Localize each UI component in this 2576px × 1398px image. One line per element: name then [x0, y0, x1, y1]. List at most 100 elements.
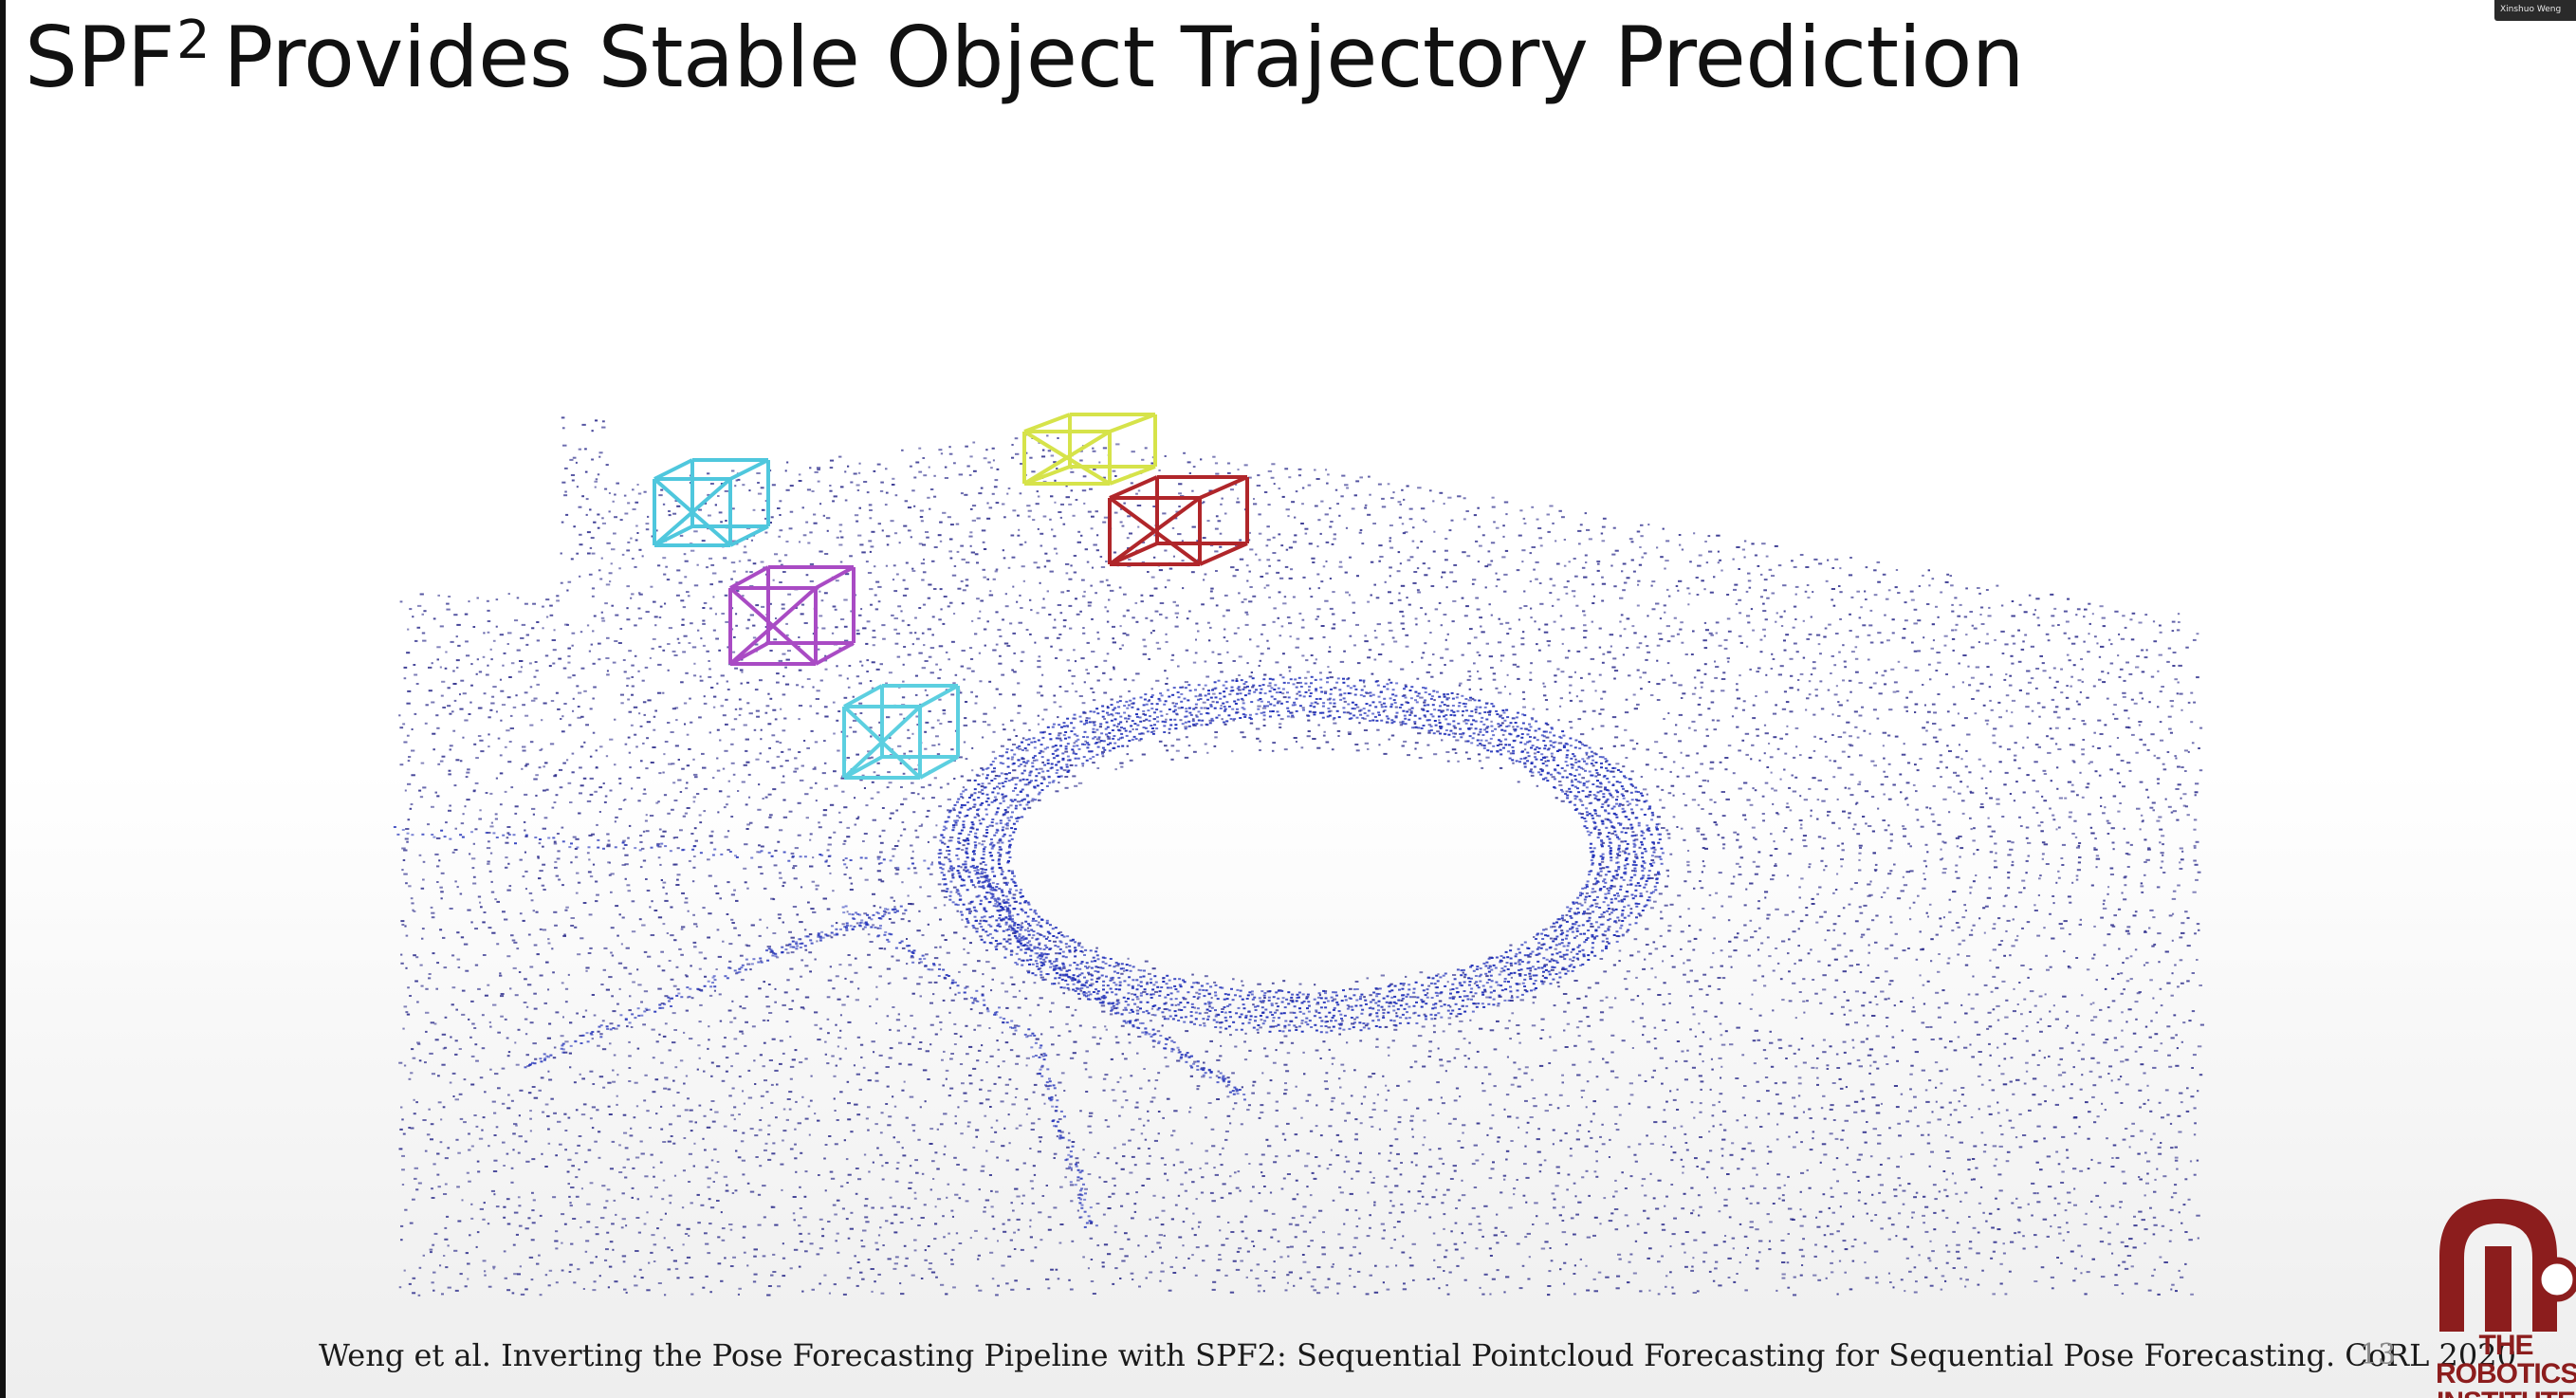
- lidar-point: [1755, 1116, 1758, 1119]
- lidar-point: [1263, 1186, 1266, 1187]
- lidar-point: [1115, 1041, 1120, 1044]
- lidar-point: [1465, 605, 1469, 608]
- lidar-point: [1498, 691, 1502, 694]
- lidar-point: [1430, 675, 1434, 678]
- lidar-point: [1599, 958, 1604, 960]
- lidar-point: [1132, 616, 1135, 619]
- lidar-point: [1056, 1054, 1060, 1057]
- lidar-point: [1247, 1104, 1251, 1107]
- lidar-point: [929, 671, 934, 674]
- lidar-point: [1405, 975, 1408, 978]
- lidar-point: [1019, 594, 1021, 597]
- lidar-point: [1512, 762, 1515, 764]
- lidar-point: [878, 947, 883, 949]
- lidar-point: [773, 864, 778, 867]
- lidar-point: [804, 996, 810, 999]
- lidar-point: [1476, 608, 1481, 611]
- lidar-point: [1523, 989, 1527, 991]
- lidar-point: [1978, 758, 1981, 761]
- lidar-point: [537, 856, 540, 859]
- lidar-point: [893, 867, 897, 870]
- lidar-point: [1798, 886, 1801, 889]
- lidar-point: [1706, 780, 1709, 782]
- lidar-point: [1525, 1176, 1530, 1179]
- lidar-point: [596, 893, 599, 896]
- lidar-point: [1305, 995, 1310, 998]
- lidar-point: [1068, 604, 1073, 607]
- lidar-point: [2076, 869, 2081, 872]
- lidar-point: [658, 1033, 661, 1036]
- lidar-point: [1220, 1044, 1223, 1047]
- lidar-point: [786, 1098, 791, 1100]
- lidar-point: [863, 787, 866, 789]
- lidar-point: [1820, 708, 1825, 710]
- lidar-point: [1737, 833, 1739, 836]
- lidar-point: [1565, 913, 1569, 916]
- lidar-point: [1441, 739, 1444, 742]
- lidar-point: [1755, 695, 1757, 697]
- lidar-point: [1017, 1006, 1021, 1009]
- lidar-point: [1261, 623, 1266, 626]
- lidar-point: [1375, 597, 1380, 599]
- lidar-point: [842, 933, 846, 936]
- lidar-point: [679, 1059, 684, 1062]
- lidar-point: [1047, 936, 1049, 939]
- lidar-point: [1144, 960, 1149, 963]
- lidar-point: [1887, 847, 1892, 850]
- lidar-point: [1792, 930, 1796, 933]
- lidar-point: [1835, 1053, 1839, 1056]
- lidar-point: [1511, 1012, 1515, 1015]
- lidar-point: [1270, 1025, 1275, 1028]
- lidar-point: [1351, 1022, 1355, 1025]
- lidar-point: [1686, 860, 1690, 863]
- lidar-point: [1071, 1014, 1075, 1017]
- lidar-point: [970, 658, 974, 660]
- lidar-point: [1473, 636, 1478, 639]
- lidar-point: [933, 777, 937, 780]
- lidar-point: [667, 669, 670, 671]
- lidar-point: [725, 1070, 728, 1073]
- lidar-point: [2013, 759, 2016, 762]
- lidar-point: [779, 829, 783, 832]
- lidar-point: [751, 1025, 756, 1028]
- lidar-point: [1796, 689, 1800, 691]
- lidar-point: [708, 660, 710, 662]
- lidar-point: [697, 1044, 701, 1047]
- lidar-point: [506, 837, 509, 839]
- lidar-point: [1833, 664, 1837, 667]
- lidar-point: [1583, 636, 1587, 639]
- lidar-point: [1204, 660, 1207, 663]
- lidar-point: [1121, 1053, 1124, 1056]
- lidar-point: [1645, 944, 1649, 946]
- lidar-point: [1315, 1049, 1319, 1052]
- lidar-point: [839, 1091, 843, 1094]
- lidar-point: [1945, 1068, 1949, 1071]
- lidar-point: [1562, 993, 1568, 995]
- lidar-point: [989, 1106, 992, 1108]
- lidar-point: [806, 678, 811, 680]
- lidar-point: [667, 812, 671, 815]
- lidar-point: [1637, 950, 1641, 953]
- lidar-point: [661, 969, 666, 972]
- lidar-point: [1343, 700, 1347, 703]
- lidar-point: [1140, 600, 1144, 603]
- lidar-point: [643, 713, 646, 716]
- lidar-point: [1022, 722, 1027, 725]
- lidar-point: [814, 766, 817, 769]
- lidar-point: [1135, 1101, 1139, 1104]
- lidar-point: [1712, 1125, 1715, 1128]
- lidar-point: [1848, 903, 1851, 906]
- lidar-point: [693, 923, 698, 926]
- lidar-point: [790, 852, 795, 855]
- lidar-point: [1810, 673, 1813, 676]
- lidar-point: [1451, 620, 1455, 623]
- lidar-point: [758, 844, 761, 847]
- lidar-point: [754, 1083, 757, 1085]
- lidar-point: [1095, 947, 1098, 949]
- lidar-point: [1702, 847, 1705, 849]
- lidar-point: [1720, 905, 1724, 908]
- lidar-point: [1885, 1017, 1889, 1019]
- lidar-point: [1537, 1128, 1540, 1131]
- lidar-point: [889, 817, 892, 819]
- lidar-point: [1232, 660, 1236, 662]
